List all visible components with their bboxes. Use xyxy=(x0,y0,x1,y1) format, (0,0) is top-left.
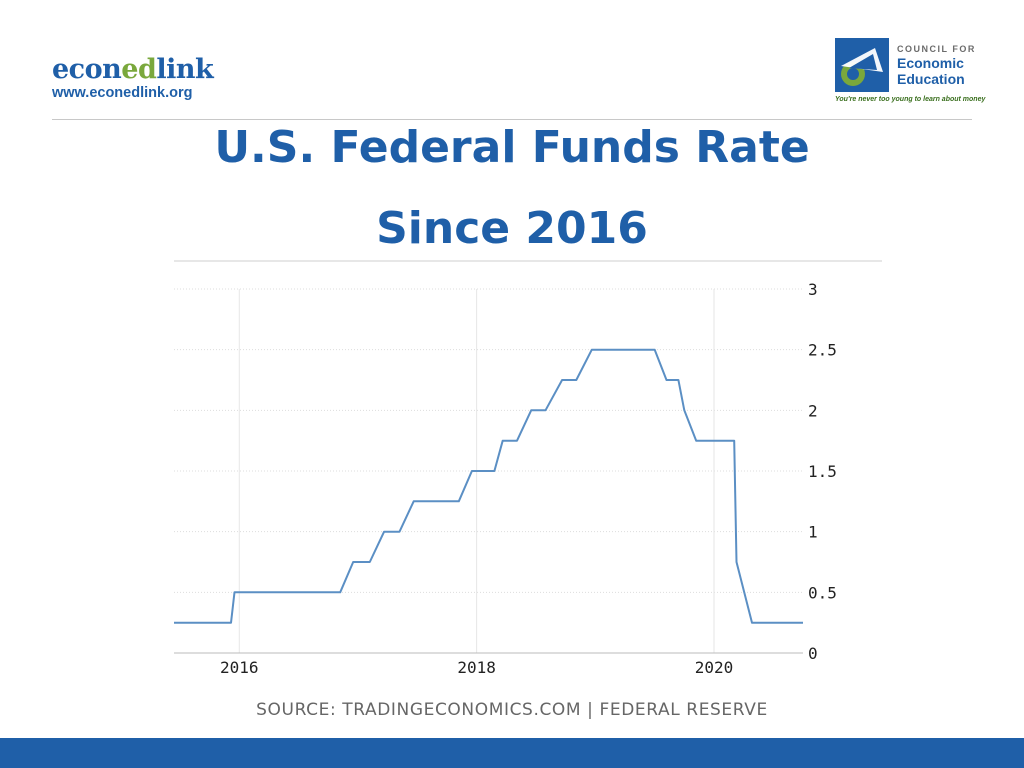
econedlink-url: www.econedlink.org xyxy=(52,85,193,101)
cee-text: COUNCIL FOR Economic Education xyxy=(897,44,976,87)
econedlink-wordmark: econedlink xyxy=(52,54,214,85)
cee-line3: Education xyxy=(897,71,965,87)
y-tick-label: 0.5 xyxy=(808,583,837,602)
cee-emblem-icon xyxy=(835,38,889,92)
page-subtitle: Since 2016 xyxy=(376,203,648,254)
cee-tagline: You're never too young to learn about mo… xyxy=(835,96,986,103)
y-tick-label: 0 xyxy=(808,644,818,663)
y-tick-label: 1.5 xyxy=(808,462,837,481)
header-divider xyxy=(52,119,972,120)
y-tick-label: 3 xyxy=(808,280,818,299)
footer-bar xyxy=(0,738,1024,768)
x-tick-label: 2018 xyxy=(457,658,496,677)
y-tick-label: 1 xyxy=(808,523,818,542)
cee-logo: COUNCIL FOR Economic Education You're ne… xyxy=(835,38,985,108)
x-tick-label: 2016 xyxy=(220,658,259,677)
econedlink-logo: econedlink www.econedlink.org xyxy=(52,54,214,102)
x-tick-label: 2020 xyxy=(695,658,734,677)
y-tick-label: 2.5 xyxy=(808,341,837,360)
series-line-fed-funds-rate xyxy=(174,348,803,624)
y-tick-label: 2 xyxy=(808,401,818,420)
source-note: SOURCE: TRADINGECONOMICS.COM | FEDERAL R… xyxy=(256,700,768,720)
cee-line2: Economic xyxy=(897,55,964,71)
cee-line1: COUNCIL FOR xyxy=(897,44,976,54)
page-title: U.S. Federal Funds Rate xyxy=(214,122,810,173)
